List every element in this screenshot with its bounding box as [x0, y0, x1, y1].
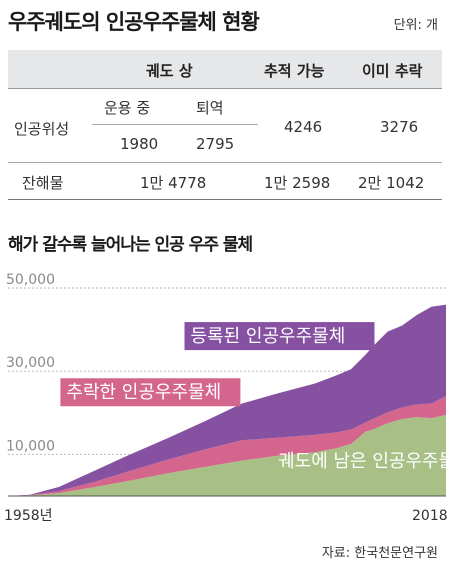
- area-chart: 50,000 30,000 10,000 1958년 2018 궤도에 남은 인공우주물체…: [4, 272, 450, 524]
- sublabel-retired: 퇴역: [196, 99, 224, 117]
- area-series-2: [8, 396, 446, 496]
- series-label-2: 추락한 인공우주물체: [66, 382, 221, 403]
- cell-retired: 2795: [196, 135, 235, 153]
- unit-label: 단위: 개: [393, 18, 438, 33]
- header-trackable: 추적 가능: [264, 62, 325, 80]
- table-header: 궤도 상 추적 가능 이미 추락: [8, 50, 442, 89]
- x-start-label: 1958년: [4, 508, 53, 524]
- cell-debris-in-orbit: 1만 4778: [140, 174, 207, 192]
- cell-debris-fallen: 2만 1042: [358, 174, 425, 192]
- y-tick-label: 30,000: [6, 355, 55, 371]
- row-label-satellite: 인공위성: [14, 120, 70, 138]
- x-end-label: 2018: [412, 508, 448, 524]
- row-divider: [8, 162, 442, 163]
- series-label-bg: [184, 322, 375, 351]
- cell-satellite-fallen: 3276: [380, 118, 419, 136]
- chart-subtitle: 해가 갈수록 늘어나는 인공 우주 물체: [8, 235, 253, 255]
- sub-divider: [92, 124, 258, 125]
- area-series-3: [8, 304, 446, 496]
- sublabel-operating: 운용 중: [104, 99, 151, 117]
- series-label-1: 궤도에 남은 인공우주물체: [278, 451, 450, 472]
- table-bottom-border: [8, 199, 442, 200]
- cell-satellite-trackable: 4246: [284, 118, 323, 136]
- source-label: 자료: 한국천문연구원: [321, 546, 438, 561]
- series-label-bg: [60, 378, 241, 407]
- y-tick-label: 10,000: [6, 438, 55, 454]
- header-in-orbit: 궤도 상: [146, 62, 193, 80]
- header-fallen: 이미 추락: [362, 62, 423, 80]
- series-label-3: 등록된 인공우주물체: [191, 326, 346, 347]
- y-tick-label: 50,000: [6, 272, 55, 288]
- cell-debris-trackable: 1만 2598: [264, 174, 331, 192]
- area-series-1: [8, 414, 446, 496]
- cell-operating: 1980: [120, 135, 159, 153]
- row-label-debris: 잔해물: [22, 174, 64, 192]
- status-table: 궤도 상 추적 가능 이미 추락 인공위성 운용 중 퇴역 1980 2795 …: [8, 50, 442, 200]
- page-title: 우주궤도의 인공우주물체 현황: [8, 10, 260, 34]
